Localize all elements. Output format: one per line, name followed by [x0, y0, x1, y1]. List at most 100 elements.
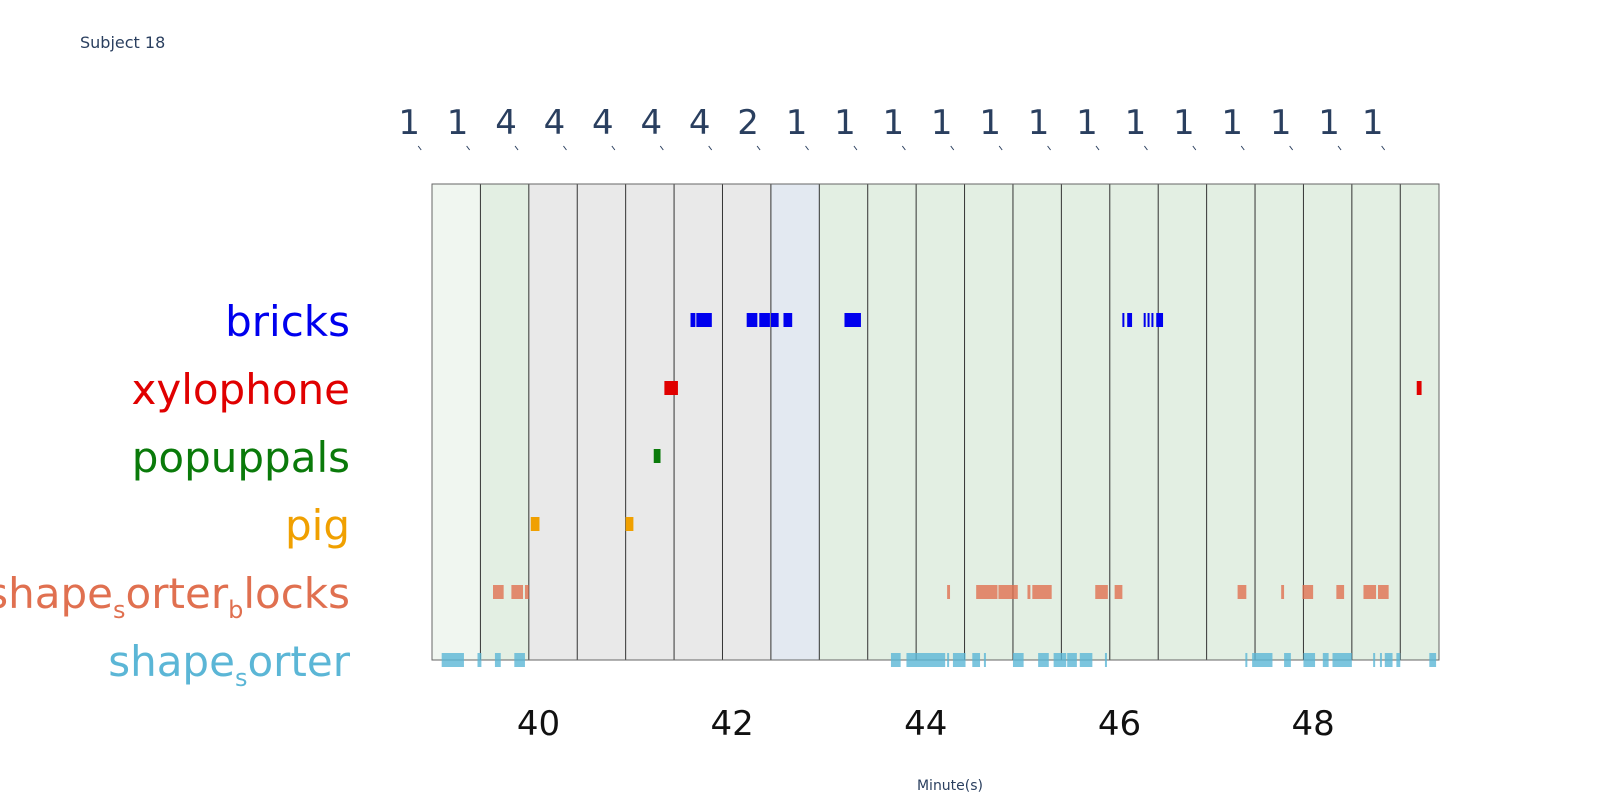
event-bar-shape_sorter_blocks: [1363, 585, 1376, 599]
series-label-shape_sorter_blocks: shapesorterblocks: [0, 569, 350, 624]
segment-count-label: 4: [544, 103, 566, 143]
event-bar-shape_sorter: [514, 653, 525, 667]
event-bar-shape_sorter_blocks: [1378, 585, 1389, 599]
event-bar-popuppals: [654, 449, 661, 463]
segment-count-tick: [902, 146, 905, 150]
event-bar-bricks: [844, 313, 860, 327]
event-bar-shape_sorter_blocks: [1302, 585, 1313, 599]
segment-count-tick: [806, 146, 809, 150]
segment-count-tick: [757, 146, 760, 150]
segment-count-label: 4: [592, 103, 614, 143]
event-bar-shape_sorter: [906, 653, 945, 667]
event-bar-shape_sorter_blocks: [998, 585, 1017, 599]
segment-count-tick: [854, 146, 857, 150]
segment-count-label: 1: [1125, 103, 1147, 143]
segment-count-label: 1: [1076, 103, 1098, 143]
event-bar-shape_sorter: [1252, 653, 1272, 667]
segment-band: [771, 184, 819, 660]
segment-count-tick: [1144, 146, 1147, 150]
event-bar-shape_sorter: [1054, 653, 1067, 667]
event-bar-bricks: [696, 313, 711, 327]
event-bar-xylophone: [1417, 381, 1422, 395]
segment-count-label: 2: [737, 103, 759, 143]
segment-count-tick: [612, 146, 615, 150]
event-bar-bricks: [1127, 313, 1132, 327]
segment-count-tick: [1290, 146, 1293, 150]
event-bar-shape_sorter_blocks: [511, 585, 523, 599]
segment-count-label: 1: [1221, 103, 1243, 143]
event-bar-shape_sorter: [1323, 653, 1329, 667]
x-tick-label: 42: [711, 704, 754, 744]
event-bar-shape_sorter: [1303, 653, 1315, 667]
segment-band: [819, 184, 867, 660]
segment-band: [674, 184, 722, 660]
event-bar-shape_sorter: [1105, 653, 1107, 667]
segment-count-label: 1: [1362, 103, 1384, 143]
event-bar-shape_sorter: [984, 653, 986, 667]
segment-count-tick: [951, 146, 954, 150]
event-bar-bricks: [1148, 313, 1150, 327]
segment-count-tick: [515, 146, 518, 150]
segment-band: [916, 184, 964, 660]
event-bar-shape_sorter: [947, 653, 949, 667]
event-bar-bricks: [1151, 313, 1153, 327]
segment-count-label: 1: [786, 103, 808, 143]
event-bar-shape_sorter: [1245, 653, 1247, 667]
event-bar-shape_sorter: [1373, 653, 1375, 667]
series-label-xylophone: xylophone: [131, 365, 350, 414]
event-bar-bricks: [783, 313, 792, 327]
event-bar-shape_sorter: [891, 653, 901, 667]
series-label-popuppals: popuppals: [132, 433, 350, 482]
event-bar-shape_sorter_blocks: [1336, 585, 1344, 599]
event-bar-shape_sorter_blocks: [976, 585, 997, 599]
segment-count-label: 4: [495, 103, 517, 143]
event-bar-shape_sorter_blocks: [947, 585, 950, 599]
event-bar-shape_sorter: [972, 653, 980, 667]
event-bar-bricks: [691, 313, 696, 327]
event-bar-xylophone: [664, 381, 678, 395]
segment-count-label: 1: [1318, 103, 1340, 143]
event-bar-bricks: [759, 313, 770, 327]
segment-count-label: 4: [689, 103, 711, 143]
segment-count-tick: [563, 146, 566, 150]
segment-count-label: 1: [1270, 103, 1292, 143]
event-bar-shape_sorter: [1080, 653, 1093, 667]
segment-band: [1158, 184, 1206, 660]
segment-count-label: 1: [979, 103, 1001, 143]
event-bar-shape_sorter_blocks: [1027, 585, 1030, 599]
segment-band: [577, 184, 625, 660]
segment-band: [626, 184, 674, 660]
event-bar-shape_sorter_blocks: [1095, 585, 1108, 599]
event-bar-shape_sorter: [495, 653, 501, 667]
event-bar-shape_sorter: [1380, 653, 1382, 667]
segment-count-tick: [1048, 146, 1051, 150]
event-bar-bricks: [1144, 313, 1146, 327]
segment-count-tick: [709, 146, 712, 150]
series-label-bricks: bricks: [225, 297, 350, 346]
segment-count-label: 1: [398, 103, 420, 143]
event-bar-shape_sorter: [1396, 653, 1400, 667]
segment-band: [722, 184, 770, 660]
segment-count-tick: [1241, 146, 1244, 150]
segment-band: [529, 184, 577, 660]
segment-band: [1207, 184, 1255, 660]
segment-band: [868, 184, 916, 660]
event-bar-shape_sorter: [1385, 653, 1393, 667]
segment-count-label: 1: [1173, 103, 1195, 143]
x-tick-label: 46: [1098, 704, 1141, 744]
segment-band: [432, 184, 480, 660]
event-bar-shape_sorter: [1332, 653, 1351, 667]
segment-count-tick: [1338, 146, 1341, 150]
segment-count-label: 1: [834, 103, 856, 143]
segment-band: [1255, 184, 1303, 660]
segment-count-tick: [660, 146, 663, 150]
x-tick-label: 48: [1291, 704, 1334, 744]
event-bar-shape_sorter: [1284, 653, 1291, 667]
event-bar-shape_sorter_blocks: [525, 585, 529, 599]
segment-count-label: 1: [447, 103, 469, 143]
segment-count-label: 1: [883, 103, 905, 143]
event-bar-shape_sorter_blocks: [1115, 585, 1123, 599]
segment-count-tick: [418, 146, 421, 150]
segment-count-tick: [467, 146, 470, 150]
